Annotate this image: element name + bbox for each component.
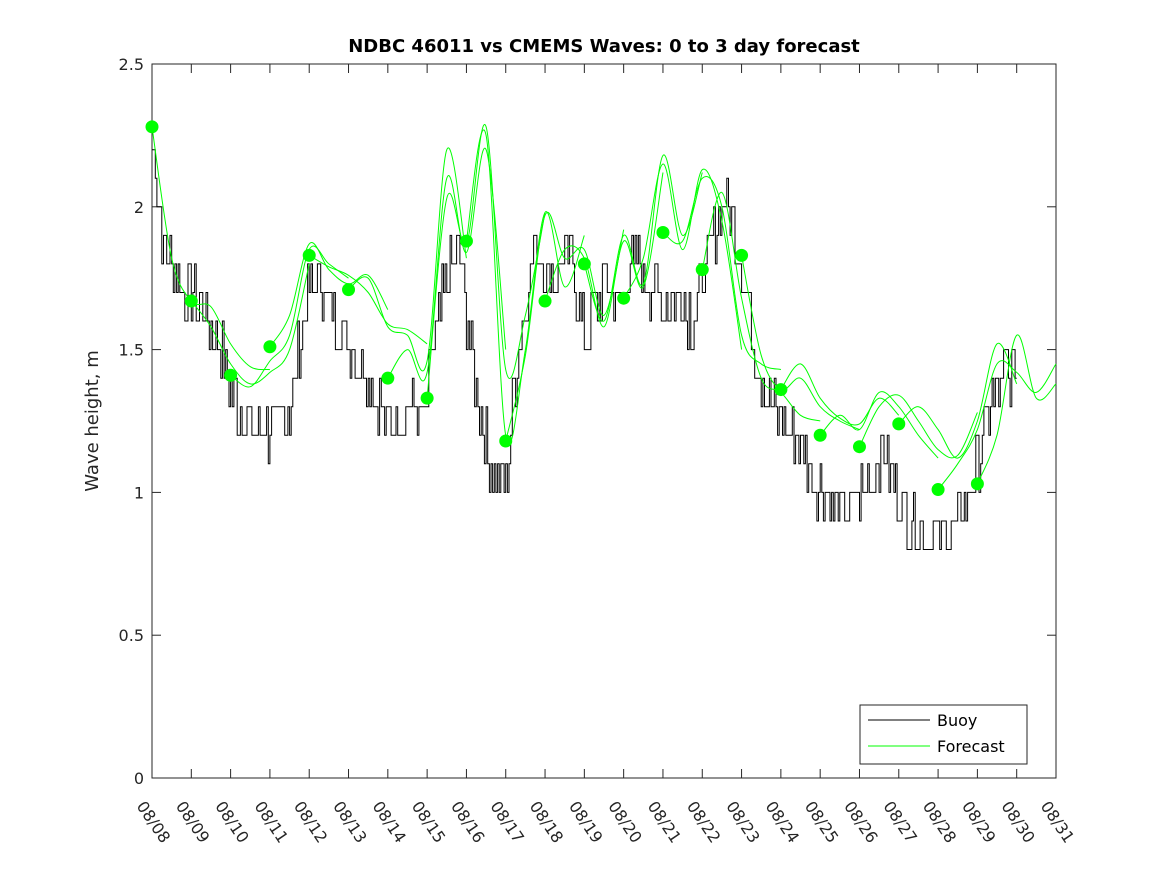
forecast-initial-point (656, 226, 670, 240)
forecast-initial-point (931, 483, 945, 497)
legend-box (859, 704, 1028, 765)
forecast-initial-point (263, 340, 277, 354)
y-tick-label: 1 (134, 483, 144, 502)
forecast-initial-point (617, 291, 631, 305)
forecast-line-12 (623, 163, 743, 350)
forecast-line-0 (151, 126, 270, 371)
forecast-initial-point (184, 294, 198, 308)
forecast-initial-point (381, 371, 395, 385)
forecast-initial-point (774, 383, 788, 397)
forecast-line-14 (701, 191, 821, 422)
forecast-line-8 (465, 129, 585, 445)
forecast-initial-point (224, 368, 238, 382)
buoy-line (152, 149, 1017, 550)
y-tick-label: 1.5 (119, 341, 144, 360)
forecast-line-21 (976, 334, 1057, 484)
forecast-line-15 (741, 255, 860, 431)
y-axis-label: Wave height, m (82, 350, 103, 491)
forecast-line-20 (937, 360, 1057, 490)
forecast-initial-point (145, 120, 159, 134)
forecast-line-11 (583, 154, 703, 322)
forecast-initial-point (970, 477, 984, 491)
forecast-initial-point (459, 234, 473, 248)
forecast-initial-point (420, 391, 434, 405)
axes-box (151, 63, 1057, 779)
forecast-initial-points (145, 120, 984, 497)
legend: Buoy Forecast (859, 704, 1028, 765)
y-ticks: 0 0.5 1 1.5 2 2.5 (119, 55, 1056, 788)
forecast-initial-point (852, 440, 866, 454)
forecast-initial-point (892, 417, 906, 431)
forecast-initial-point (342, 283, 356, 297)
y-tick-label: 0.5 (119, 626, 144, 645)
forecast-initial-point (695, 263, 709, 277)
forecast-line-2 (230, 245, 349, 388)
forecast-line-18 (859, 394, 978, 459)
forecast-line-13 (662, 176, 782, 371)
forecast-initial-point (538, 294, 552, 308)
series-forecast (151, 123, 1057, 490)
forecast-initial-point (735, 248, 749, 262)
forecast-initial-point (577, 257, 591, 271)
y-tick-label: 2.5 (119, 55, 144, 74)
y-tick-label: 0 (134, 769, 144, 788)
forecast-line-7 (426, 123, 546, 399)
y-tick-label: 2 (134, 198, 144, 217)
chart-title: NDBC 46011 vs CMEMS Waves: 0 to 3 day fo… (348, 36, 860, 57)
forecast-line-16 (780, 363, 900, 426)
forecast-line-1 (190, 263, 310, 385)
forecast-line-19 (898, 343, 1018, 459)
forecast-line-17 (819, 391, 939, 459)
forecast-line-3 (269, 242, 389, 347)
forecast-line-5 (348, 147, 467, 372)
forecast-line-9 (505, 211, 625, 442)
legend-buoy-label: Buoy (937, 711, 977, 730)
forecast-initial-point (813, 428, 827, 442)
forecast-line-4 (308, 254, 428, 345)
forecast-initial-point (302, 248, 316, 262)
series-buoy (152, 149, 1017, 550)
forecast-line-10 (544, 172, 664, 328)
legend-forecast-label: Forecast (937, 737, 1005, 756)
forecast-initial-point (499, 434, 513, 448)
